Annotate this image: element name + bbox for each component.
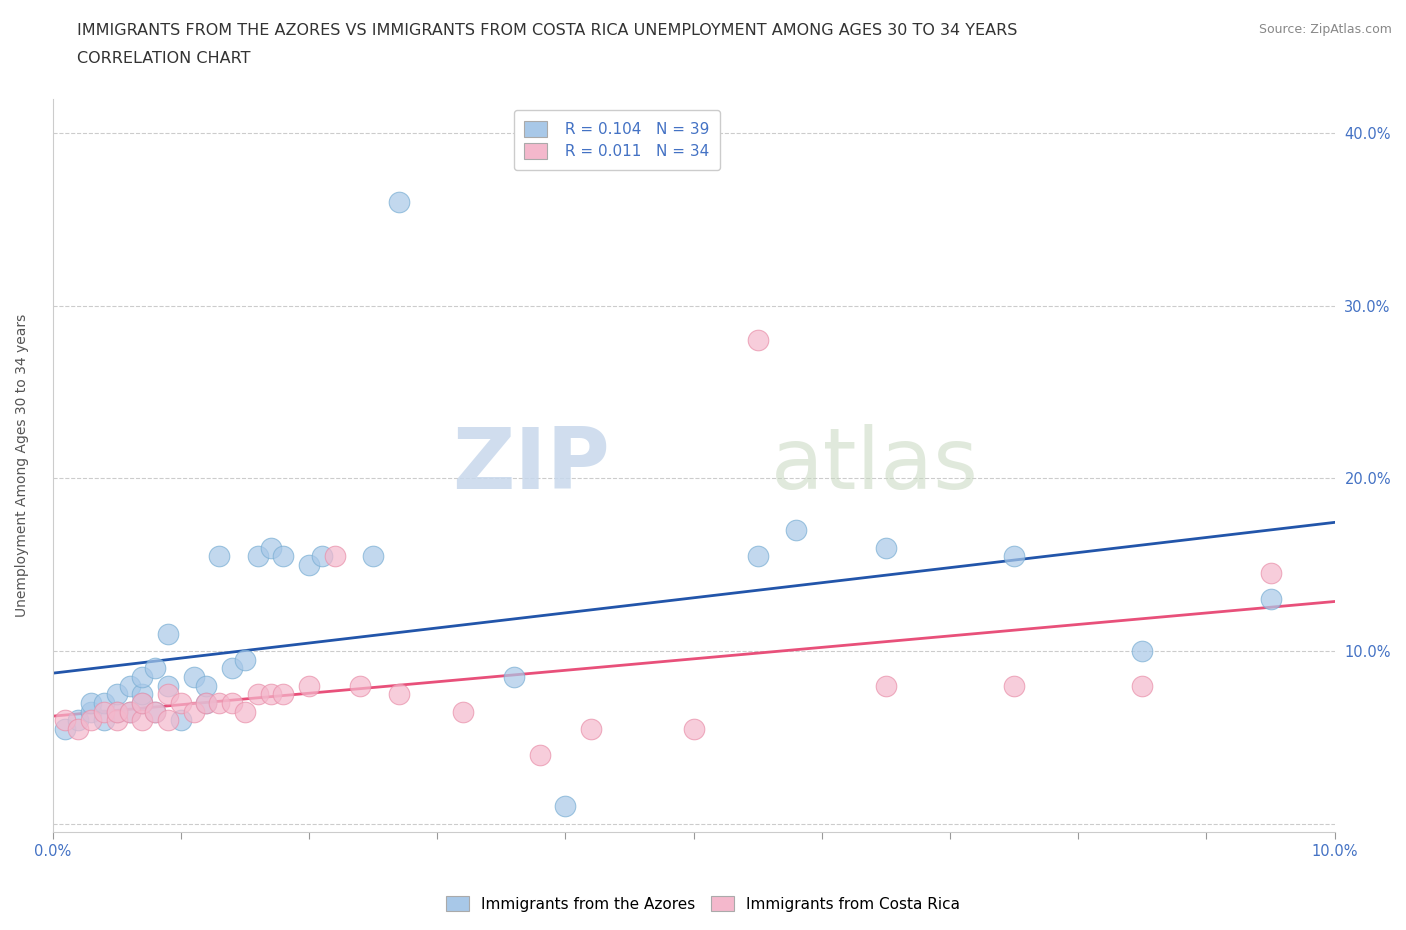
Point [554,799,576,814]
Point [1130,644,1153,658]
Point [388,195,411,210]
Point [131,670,153,684]
Point [259,687,281,702]
Point [105,704,128,719]
Text: Source: ZipAtlas.com: Source: ZipAtlas.com [1258,23,1392,36]
Text: ZIP: ZIP [453,424,610,507]
Point [131,696,153,711]
Text: CORRELATION CHART: CORRELATION CHART [77,51,250,66]
Point [259,540,281,555]
Point [246,549,269,564]
Point [93,696,115,711]
Point [747,549,769,564]
Point [170,696,193,711]
Point [1130,678,1153,693]
Point [131,712,153,727]
Point [195,696,218,711]
Point [156,627,179,642]
Point [195,696,218,711]
Text: IMMIGRANTS FROM THE AZORES VS IMMIGRANTS FROM COSTA RICA UNEMPLOYMENT AMONG AGES: IMMIGRANTS FROM THE AZORES VS IMMIGRANTS… [77,23,1018,38]
Point [80,712,103,727]
Point [298,557,321,572]
Point [1260,591,1282,606]
Point [131,687,153,702]
Legend: Immigrants from the Azores, Immigrants from Costa Rica: Immigrants from the Azores, Immigrants f… [440,889,966,918]
Point [875,540,897,555]
Point [349,678,371,693]
Point [118,704,141,719]
Point [131,696,153,711]
Point [55,722,77,737]
Text: atlas: atlas [770,424,979,507]
Point [1260,566,1282,581]
Point [682,722,704,737]
Point [208,549,231,564]
Point [747,333,769,348]
Point [156,712,179,727]
Point [156,687,179,702]
Point [208,696,231,711]
Point [67,712,90,727]
Point [529,748,551,763]
Point [1002,549,1025,564]
Point [388,687,411,702]
Point [183,670,205,684]
Point [195,678,218,693]
Point [143,704,166,719]
Point [233,704,256,719]
Point [170,712,193,727]
Point [221,661,243,676]
Y-axis label: Unemployment Among Ages 30 to 34 years: Unemployment Among Ages 30 to 34 years [15,314,30,618]
Point [143,704,166,719]
Point [80,704,103,719]
Point [183,704,205,719]
Point [875,678,897,693]
Point [156,678,179,693]
Point [579,722,602,737]
Point [273,687,295,702]
Point [105,687,128,702]
Point [55,712,77,727]
Point [143,661,166,676]
Point [221,696,243,711]
Point [118,678,141,693]
Legend:  R = 0.104   N = 39,  R = 0.011   N = 34: R = 0.104 N = 39, R = 0.011 N = 34 [513,110,720,170]
Point [93,712,115,727]
Point [80,696,103,711]
Point [298,678,321,693]
Point [233,652,256,667]
Point [1002,678,1025,693]
Point [785,523,807,538]
Point [67,722,90,737]
Point [118,704,141,719]
Point [323,549,346,564]
Point [105,704,128,719]
Point [311,549,333,564]
Point [93,704,115,719]
Point [246,687,269,702]
Point [503,670,526,684]
Point [273,549,295,564]
Point [451,704,474,719]
Point [105,712,128,727]
Point [361,549,384,564]
